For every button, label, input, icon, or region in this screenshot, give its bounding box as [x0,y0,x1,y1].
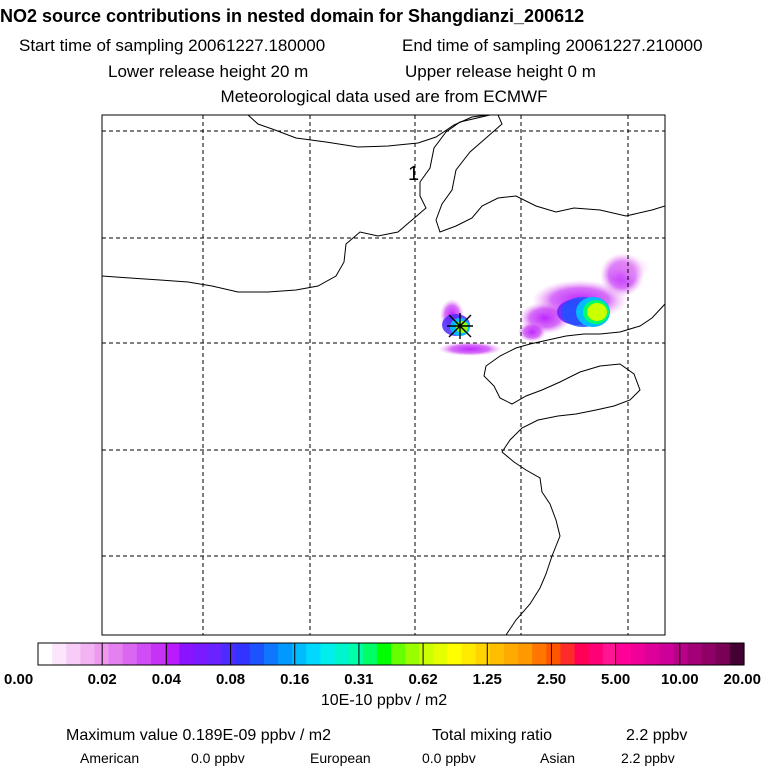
plume-east-yellow [587,303,607,321]
colorbar-tick-label: 0.04 [152,671,182,688]
colorbar-cell [518,643,533,665]
colorbar-cell [588,643,604,665]
colorbar-cell [687,643,703,665]
concentration-map: 1 [101,114,666,636]
colorbar-cell [38,643,53,665]
colorbar-cell [193,643,209,665]
colorbar-cell [645,643,660,665]
coastline-south [501,451,561,635]
colorbar-cell [376,643,392,665]
source-asian-value: 2.2 ppbv [621,750,675,766]
plume-northeast-faint [606,254,650,282]
colorbar-cell [503,643,519,665]
colorbar-cell [659,643,674,665]
colorbar-tick-label: 20.00 [723,671,761,688]
maximum-value-label: Maximum value 0.189E-09 ppbv / m2 [66,727,332,744]
colorbar-cell [306,643,321,665]
total-mixing-ratio-label: Total mixing ratio [432,727,553,744]
colorbar-tick-label: 0.62 [408,671,437,688]
met-data-label: Meteorological data used are from ECMWF [220,87,548,106]
colorbar-cell [447,643,463,665]
gridlines [102,115,665,635]
source-american-value: 0.0 ppbv [191,750,245,766]
colorbar-tick-label: 0.00 [4,671,33,688]
coastline-bay-west [102,115,491,293]
colorbar-cell [278,643,293,665]
receptor-marker [447,313,473,339]
coastline-layer [102,115,665,635]
plume-layer [438,253,650,356]
total-mixing-ratio-value: 2.2 ppbv [626,727,688,744]
colorbar-cell [616,643,632,665]
chart-title: NO2 source contributions in nested domai… [0,6,585,26]
colorbar-tick-label: 0.02 [88,671,117,688]
colorbar-cell [673,643,689,665]
source-european-value: 0.0 ppbv [422,750,476,766]
colorbar-cell [461,643,477,665]
map-frame [101,114,666,636]
colorbar-cell [729,643,745,665]
colorbar-cell [207,643,223,665]
colorbar-tick-label: 5.00 [601,671,630,688]
colorbar-cell [136,643,152,665]
plume-source-green [456,321,468,333]
colorbar-cell [631,643,646,665]
plume-south-streak [438,342,502,356]
colorbar-cell [122,643,138,665]
colorbar-cell [165,643,180,665]
end-time-label: End time of sampling 20061227.210000 [402,36,703,55]
colorbar-cell [475,643,491,665]
colorbar-cell [391,643,406,665]
colorbar: 0.00 0.02 0.04 0.08 0.16 0.31 0.62 1.25 2.50 5.00… [4,642,761,688]
colorbar-cell [489,643,505,665]
coastline-peninsula [483,303,665,453]
colorbar-cell [221,643,237,665]
source-european-name: European [310,750,371,766]
colorbar-tick-label: 10.00 [661,671,699,688]
source-american-name: American [80,750,140,766]
colorbar-cell [80,643,96,665]
colorbar-cell [405,643,420,665]
colorbar-cell [362,643,378,665]
colorbar-cell [179,643,194,665]
colorbar-frame [37,642,745,666]
source-asian-name: Asian [540,750,576,766]
colorbar-cell [560,643,576,665]
colorbar-cell [574,643,590,665]
upper-release-height-label: Upper release height 0 m [405,62,596,81]
colorbar-cell [715,643,731,665]
colorbar-cell [249,643,265,665]
colorbar-cell [52,643,67,665]
colorbar-cell [292,643,307,665]
colorbar-cell [150,643,166,665]
colorbar-tick-label: 0.31 [344,671,373,688]
colorbar-cells [38,643,745,665]
start-time-label: Start time of sampling 20061227.180000 [19,36,326,55]
colorbar-unit-label: 10E-10 ppbv / m2 [320,692,448,709]
colorbar-tick-label: 2.50 [537,671,566,688]
colorbar-cell [602,643,618,665]
colorbar-cell [701,643,717,665]
colorbar-cell [348,643,364,665]
colorbar-tick-label: 0.08 [216,671,245,688]
colorbar-cell [235,643,251,665]
colorbar-cell [108,643,124,665]
plume-east-tail-end [518,322,546,342]
colorbar-cell [433,643,449,665]
colorbar-cell [66,643,81,665]
colorbar-cell [334,643,350,665]
colorbar-cell [419,643,434,665]
colorbar-tick-label: 0.16 [280,671,309,688]
map-label-1: 1 [408,163,419,185]
colorbar-cell [320,643,336,665]
lower-release-height-label: Lower release height 20 m [108,62,309,81]
colorbar-cell [532,643,547,665]
colorbar-cell [546,643,562,665]
colorbar-tick-label: 1.25 [473,671,502,688]
colorbar-cell [263,643,279,665]
colorbar-ticks: 0.00 0.02 0.04 0.08 0.16 0.31 0.62 1.25 2.50 5.00… [4,643,761,688]
coastline-bay-north [435,115,665,233]
